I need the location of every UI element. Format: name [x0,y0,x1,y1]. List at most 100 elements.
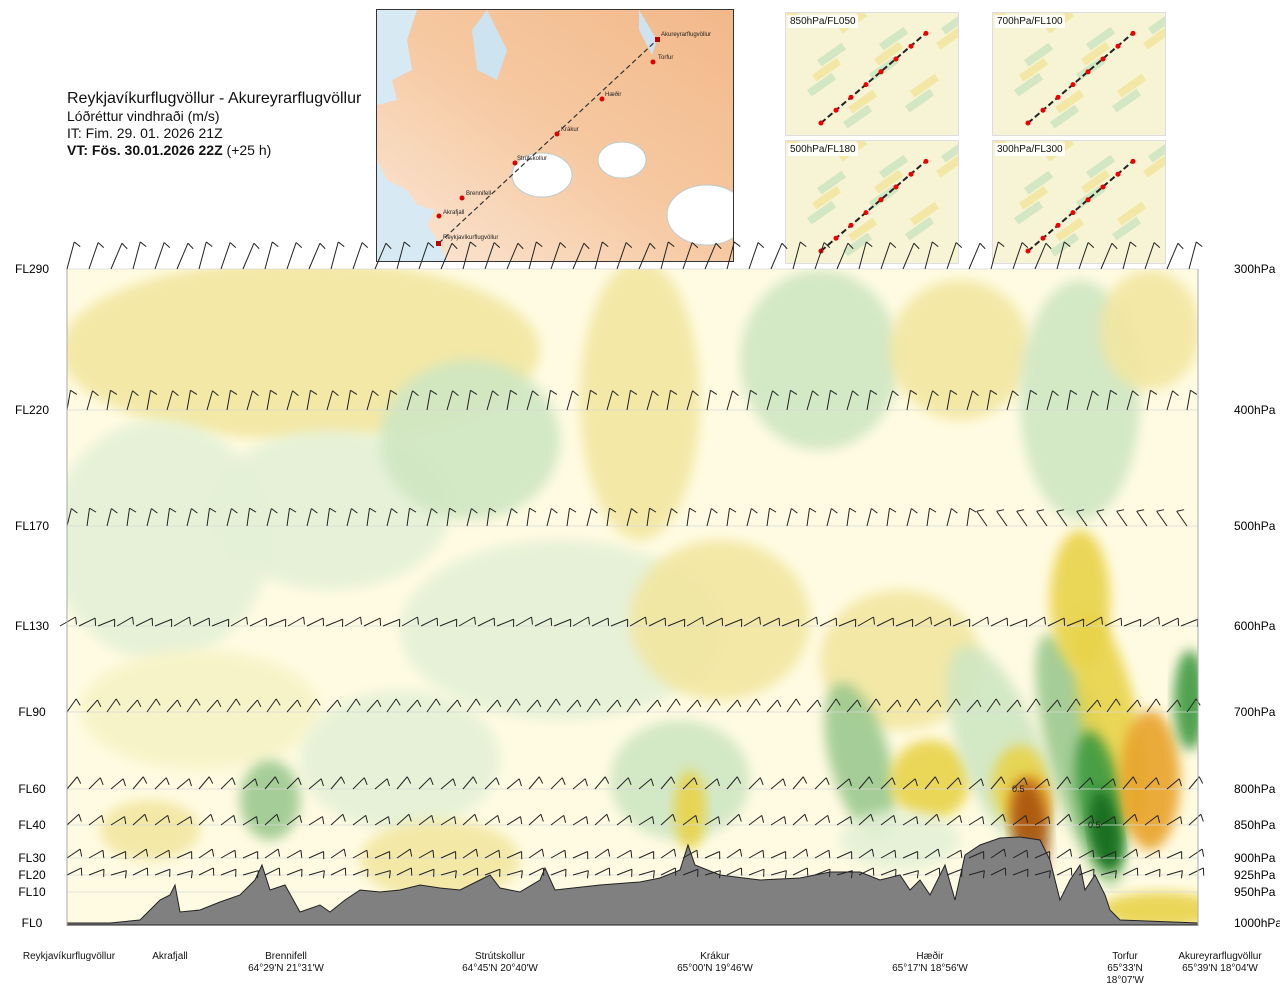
parameter-label: Lóðréttur vindhraði (m/s) [67,108,220,124]
wind-barb [1122,241,1137,270]
velocity-region [100,800,200,860]
wind-barb [206,390,219,411]
wind-barb [66,241,81,270]
wind-barb [1056,776,1072,790]
wind-barb [132,241,147,270]
wind-barb [946,868,963,877]
wind-barb [66,776,82,790]
wind-barb [770,778,786,790]
wind-barb [426,508,438,527]
mini-map-500: 500hPa/FL180 [785,140,959,264]
point-strutskollur [512,160,518,166]
wind-barb [166,390,179,411]
right-axis-label: 950hPa [1234,885,1276,899]
wind-barb [946,849,963,859]
wind-barb [880,849,897,859]
mini-map-patch [1112,88,1142,113]
point-torfur [650,59,656,65]
wind-barb [1056,813,1072,826]
map-label-krakur: Krákur [561,127,579,133]
wind-barb [330,848,347,859]
wind-barb [586,508,598,527]
wind-barb [506,242,524,270]
wind-barb [666,698,681,713]
wind-barb [308,816,325,826]
mini-map-patch [1014,200,1044,225]
wind-barb [1016,509,1028,527]
velocity-region [580,269,700,540]
wind-barb [846,507,857,527]
wind-barb [308,242,326,270]
wind-barb [1034,851,1051,860]
wind-barb [876,617,895,627]
wind-barb [566,507,577,527]
map-label-akureyri: Akureyrarflugvöllur [661,32,711,38]
mini-map-patch [993,141,1023,148]
mini-map-point [923,30,929,36]
wind-barb [906,389,918,411]
wind-barb [1012,849,1029,859]
wind-barb [857,616,875,627]
wind-barb [406,390,419,411]
wind-barb [996,509,1008,527]
wind-barb [666,508,678,527]
wind-barb [1188,867,1205,876]
mini-map-patch [1018,185,1049,210]
wind-barb [154,777,170,790]
wind-barb [629,616,647,627]
mini-map-patch [1014,72,1044,97]
wind-barb [781,618,800,627]
wind-barb [226,698,241,713]
wind-barb [484,868,501,877]
velocity-region [840,810,960,870]
wind-barb [1026,389,1038,411]
point-haedir [599,96,605,102]
right-axis-label: 400hPa [1234,403,1276,417]
mini-map-patch [993,13,1023,20]
mini-map-patch [874,169,904,194]
wind-barb [528,848,545,859]
velocity-region [240,760,300,840]
mini-map-patch [878,26,909,51]
location-coords: 64°45'N 20°40'W [462,963,538,974]
wind-barb [166,699,182,713]
wind-barb [106,508,118,527]
wind-barb [1100,870,1117,879]
wind-barb [786,698,801,713]
wind-barb [66,389,78,411]
wind-barb [126,699,142,713]
wind-barb [306,698,321,713]
mini-map-route [820,160,927,252]
wind-barb [660,867,677,876]
wind-barb [786,389,798,411]
wind-barb [198,848,215,859]
wind-barb [97,618,116,627]
wind-barb [806,507,817,527]
wind-barb [1146,389,1158,411]
mini-map-patch [1143,25,1165,50]
wind-barb [1096,509,1108,527]
wind-barb [374,870,391,879]
wind-barb [1186,389,1198,411]
wind-barb [154,849,171,859]
wind-barb [1046,390,1059,411]
wind-barb [66,698,81,713]
mini-map-500-label: 500hPa/FL180 [788,143,858,156]
wind-barb [418,868,435,877]
wind-barb [206,507,217,527]
wind-barb [766,390,779,411]
wind-barb [726,867,743,876]
wind-barb [106,389,118,411]
wind-barb [386,389,398,411]
wind-barb [242,870,259,879]
location-name: Strútskollur [474,951,525,962]
mini-map-point [1070,82,1076,88]
wind-barb [550,777,566,790]
wind-barb [746,698,761,713]
wind-barb [594,241,609,270]
route-map: Akureyrarflugvöllur Torfur Hæðir Krákur … [376,9,734,262]
wind-barb [506,870,523,879]
mini-map-patch [940,141,958,163]
wind-barb [486,390,499,411]
point-akureyri [655,37,660,42]
